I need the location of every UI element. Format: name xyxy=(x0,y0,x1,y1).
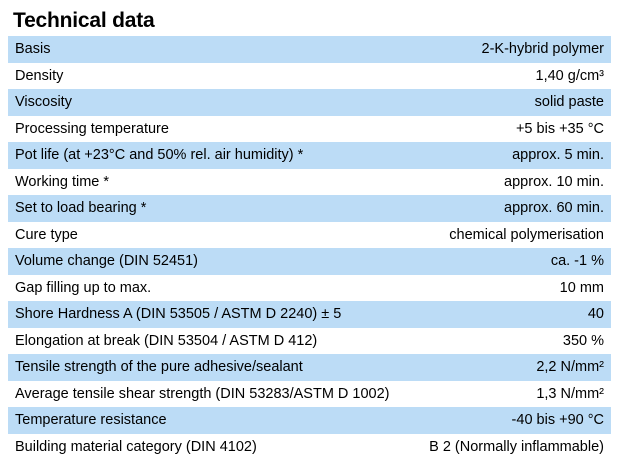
row-label: Density xyxy=(15,67,64,84)
table-row-tensile-strength: Tensile strength of the pure adhesive/se… xyxy=(8,354,611,381)
row-label: Temperature resistance xyxy=(15,412,167,429)
row-value: 1,3 N/mm² xyxy=(536,385,604,402)
row-value: ca. -1 % xyxy=(550,253,604,270)
row-label: Viscosity xyxy=(15,94,72,111)
row-value: B 2 (Normally inflammable) xyxy=(429,438,604,455)
row-value: 1,40 g/cm³ xyxy=(535,67,605,84)
row-label: Gap filling up to max. xyxy=(15,279,152,296)
row-value: +5 bis +35 °C xyxy=(515,120,604,137)
table-row-volume-change: Volume change (DIN 52451) ca. -1 % xyxy=(8,248,611,275)
row-value: -40 bis +90 °C xyxy=(511,412,604,429)
row-label: Cure type xyxy=(15,226,78,243)
row-label: Shore Hardness A (DIN 53505 / ASTM D 224… xyxy=(15,306,342,323)
row-value: chemical polymerisation xyxy=(449,226,604,243)
row-value: approx. 5 min. xyxy=(512,147,604,164)
table-row-cure-type: Cure type chemical polymerisation xyxy=(8,222,611,249)
table-row-processing-temperature: Processing temperature +5 bis +35 °C xyxy=(8,116,611,143)
row-label: Working time * xyxy=(15,173,110,190)
row-value: 2,2 N/mm² xyxy=(536,359,604,376)
table-row-working-time: Working time * approx. 10 min. xyxy=(8,169,611,196)
table-row-elongation-at-break: Elongation at break (DIN 53504 / ASTM D … xyxy=(8,328,611,355)
row-label: Average tensile shear strength (DIN 5328… xyxy=(15,385,390,402)
table-row-temperature-resistance: Temperature resistance -40 bis +90 °C xyxy=(8,407,611,434)
table-row-density: Density 1,40 g/cm³ xyxy=(8,63,611,90)
row-value: 10 mm xyxy=(559,279,604,296)
table-row-basis: Basis 2-K-hybrid polymer xyxy=(8,36,611,63)
table-row-pot-life: Pot life (at +23°C and 50% rel. air humi… xyxy=(8,142,611,169)
row-value: 350 % xyxy=(562,332,604,349)
row-value: 2-K-hybrid polymer xyxy=(481,41,605,58)
row-label: Elongation at break (DIN 53504 / ASTM D … xyxy=(15,332,318,349)
table-row-shore-hardness: Shore Hardness A (DIN 53505 / ASTM D 224… xyxy=(8,301,611,328)
page-title: Technical data xyxy=(13,9,155,32)
row-value: solid paste xyxy=(534,94,604,111)
row-label: Pot life (at +23°C and 50% rel. air humi… xyxy=(15,147,304,164)
table-row-tensile-shear-strength: Average tensile shear strength (DIN 5328… xyxy=(8,381,611,408)
row-label: Volume change (DIN 52451) xyxy=(15,253,198,270)
row-label: Basis xyxy=(15,41,51,58)
technical-data-table: Basis 2-K-hybrid polymer Density 1,40 g/… xyxy=(8,36,611,460)
row-label: Processing temperature xyxy=(15,120,169,137)
table-row-gap-filling: Gap filling up to max. 10 mm xyxy=(8,275,611,302)
row-value: approx. 60 min. xyxy=(504,200,604,217)
row-label: Set to load bearing * xyxy=(15,200,147,217)
table-row-building-material-category: Building material category (DIN 4102) B … xyxy=(8,434,611,461)
row-value: approx. 10 min. xyxy=(504,173,604,190)
table-row-viscosity: Viscosity solid paste xyxy=(8,89,611,116)
row-value: 40 xyxy=(587,306,604,323)
table-row-set-to-load-bearing: Set to load bearing * approx. 60 min. xyxy=(8,195,611,222)
row-label: Building material category (DIN 4102) xyxy=(15,438,257,455)
row-label: Tensile strength of the pure adhesive/se… xyxy=(15,359,303,376)
